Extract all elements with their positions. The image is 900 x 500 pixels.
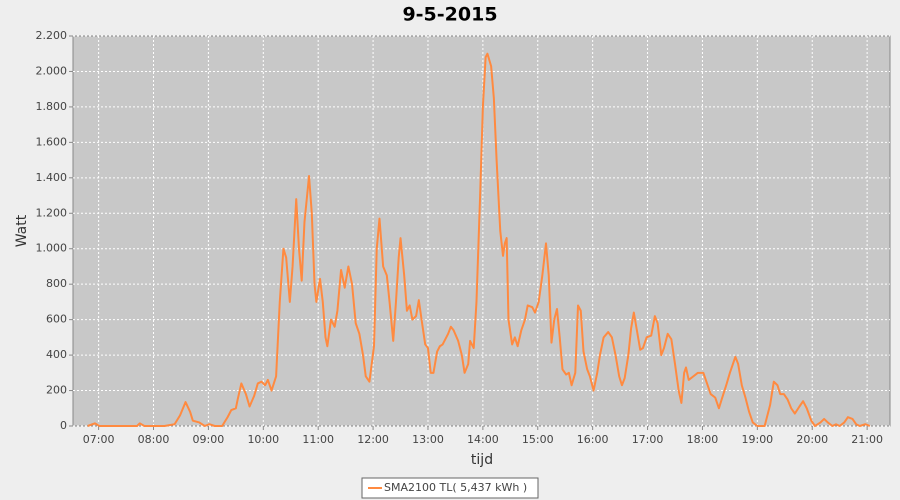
x-tick-label: 17:00 [632,433,664,446]
y-tick-label: 1.400 [36,171,68,184]
x-tick-label: 13:00 [412,433,444,446]
y-tick-label: 1.000 [36,242,68,255]
y-tick-label: 400 [46,348,67,361]
chart-title: 9-5-2015 [402,4,497,26]
x-axis-label: tijd [471,452,493,468]
data-line [87,52,871,427]
y-tick-label: 2.000 [36,64,68,77]
x-tick-label: 09:00 [193,433,225,446]
x-tick-label: 14:00 [467,433,499,446]
x-tick-label: 11:00 [302,433,334,446]
y-tick-label: 200 [46,384,67,397]
legend: SMA2100 TL( 5,437 kWh ) [361,477,539,499]
y-axis-label: Watt [14,214,30,247]
y-tick-label: 600 [46,313,67,326]
x-tick-label: 18:00 [687,433,719,446]
x-tick-label: 12:00 [357,433,389,446]
x-tick-label: 10:00 [247,433,279,446]
y-tick-label: 1.800 [36,100,68,113]
x-tick-label: 07:00 [83,433,115,446]
y-tick-label: 800 [46,277,67,290]
x-tick-label: 08:00 [138,433,170,446]
plot-area [72,35,891,427]
x-tick-label: 15:00 [522,433,554,446]
x-tick-label: 20:00 [796,433,828,446]
legend-label: SMA2100 TL( 5,437 kWh ) [384,481,527,494]
y-tick-label: 2.200 [36,29,68,42]
x-tick-label: 21:00 [851,433,883,446]
legend-box [361,477,539,499]
x-tick-label: 19:00 [741,433,773,446]
y-tick-label: 0 [60,419,67,432]
x-tick-label: 16:00 [577,433,609,446]
y-tick-label: 1.600 [36,135,68,148]
y-tick-label: 1.200 [36,206,68,219]
